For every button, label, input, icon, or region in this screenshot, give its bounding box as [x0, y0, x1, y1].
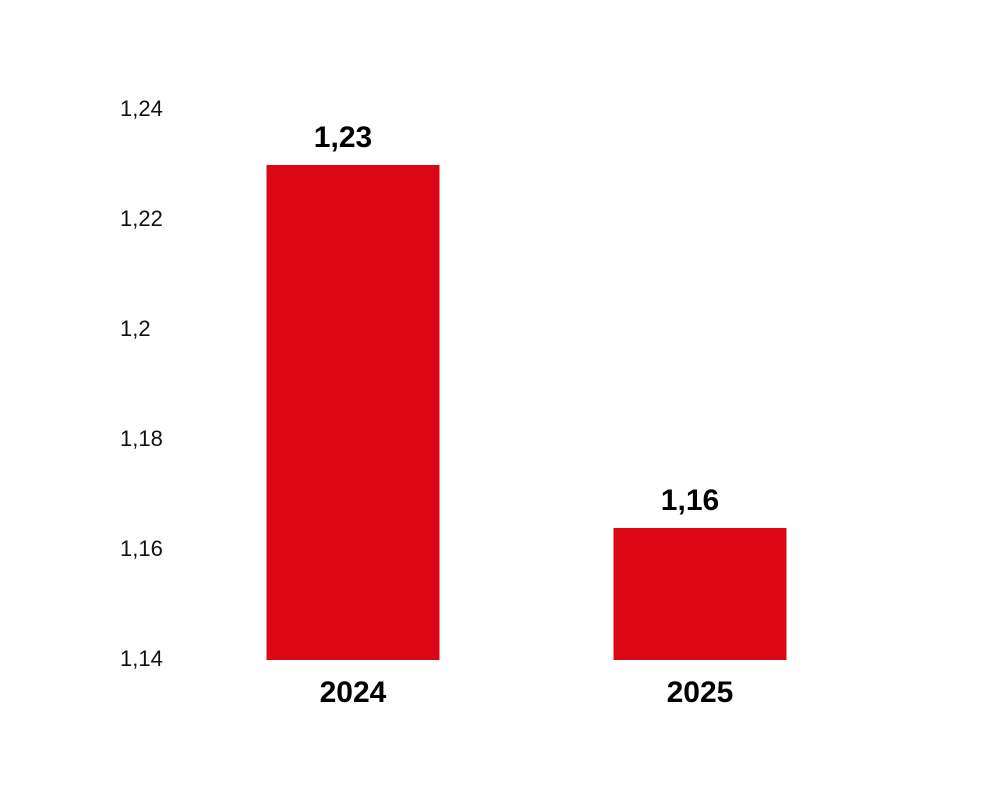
- y-axis-ticks: 1,14 1,16 1,18 1,2 1,22 1,24: [120, 96, 163, 671]
- x-category-label: 2025: [667, 676, 734, 709]
- y-tick-label: 1,14: [120, 646, 163, 671]
- x-category-label: 2024: [320, 676, 387, 709]
- data-label: 1,23: [314, 121, 372, 154]
- data-label: 1,16: [661, 484, 719, 517]
- bars: [266, 165, 787, 660]
- y-tick-label: 1,24: [120, 96, 163, 121]
- y-tick-label: 1,22: [120, 206, 163, 231]
- data-labels: 1,23 1,16: [314, 121, 719, 517]
- y-tick-label: 1,2: [120, 316, 151, 341]
- bar-2024: [266, 165, 440, 660]
- bar-2025: [613, 528, 787, 660]
- y-tick-label: 1,16: [120, 536, 163, 561]
- y-tick-label: 1,18: [120, 426, 163, 451]
- x-axis-labels: 2024 2025: [320, 676, 734, 709]
